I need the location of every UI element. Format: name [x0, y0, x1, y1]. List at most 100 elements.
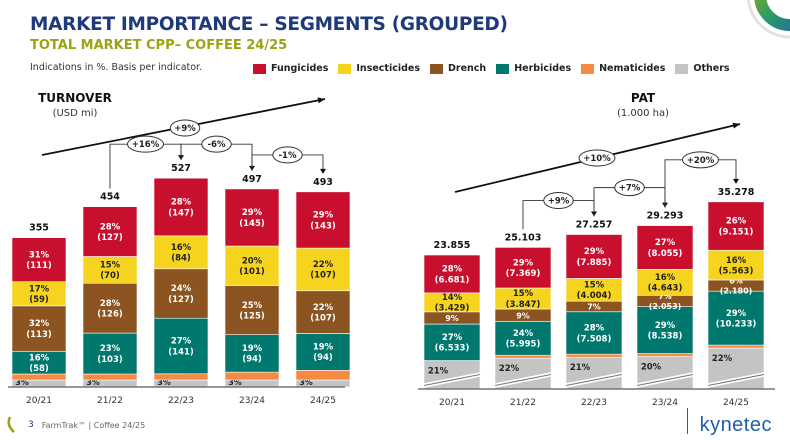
data-label: 3%	[15, 378, 29, 387]
data-label: 20% (101)	[239, 256, 265, 277]
legend-label: Nematicides	[599, 63, 666, 74]
legend-label: Insecticides	[356, 63, 421, 74]
cagr-arrowhead-icon	[732, 122, 740, 129]
data-label: 6% (2.180)	[720, 277, 753, 296]
bar-segment-fungicides	[494, 247, 552, 289]
data-label: 16% (84)	[171, 243, 192, 264]
data-label: 16% (5.563)	[719, 256, 754, 277]
bar-segment-insecticides	[153, 235, 209, 270]
page-subtitle: TOTAL MARKET CPP– COFFEE 24/25	[30, 38, 288, 53]
x-tick-label: 24/25	[310, 396, 336, 406]
data-label: 9%	[445, 314, 459, 323]
data-label: 29% (10.233)	[716, 309, 757, 330]
data-label: 26% (9.151)	[719, 217, 754, 238]
yoy-label-bubble	[201, 135, 232, 153]
bar-segment-herbicides	[82, 332, 138, 375]
page-arc-icon	[7, 416, 15, 433]
bar-segment-herbicides	[423, 323, 481, 361]
axis-break-mark	[636, 372, 694, 388]
data-label: 29% (7.369)	[506, 258, 541, 279]
data-label: 24% (5.995)	[506, 329, 541, 350]
bar-total-label: 493	[313, 177, 333, 188]
bar-segment-drench	[295, 290, 351, 334]
yoy-label-bubble	[272, 146, 303, 164]
legend-item-fungicides: Fungicides	[253, 63, 328, 74]
data-label: 15% (3.847)	[506, 289, 541, 310]
data-label: 14% (3.429)	[435, 293, 470, 314]
page-number: 3	[28, 420, 34, 430]
yoy-label-bubble	[682, 151, 719, 169]
bar-total-label: 497	[242, 174, 262, 185]
data-label: 31% (111)	[26, 250, 52, 271]
data-label: 29% (145)	[239, 208, 265, 229]
data-label: 16% (58)	[29, 353, 50, 374]
data-label: 3%	[86, 378, 100, 387]
axis-break-mark	[423, 372, 481, 388]
bar-total-label: 23.855	[434, 240, 471, 251]
x-tick-label: 21/22	[510, 398, 536, 408]
data-label: 29% (143)	[310, 211, 336, 232]
legend-item-others: Others	[675, 63, 730, 74]
bar-segment-fungicides	[224, 188, 280, 247]
legend-label: Herbicides	[514, 63, 572, 74]
bar-segment-herbicides	[565, 311, 623, 355]
label-bg	[298, 378, 314, 387]
bar-segment-insecticides	[636, 269, 694, 296]
brand-divider	[687, 408, 688, 434]
label-bg	[85, 378, 101, 387]
data-label: 15% (70)	[100, 261, 121, 282]
axis-break-mark	[565, 372, 623, 388]
data-label: 19% (94)	[242, 344, 263, 365]
cagr-arrowhead-icon	[317, 97, 325, 104]
bar-segment-insecticides	[11, 281, 67, 307]
data-label: 23% (103)	[97, 344, 123, 365]
bar-total-label: 27.257	[576, 220, 613, 231]
legend-label: Others	[693, 63, 730, 74]
axis-break-line	[494, 374, 552, 386]
yoy-label-bubble	[543, 192, 574, 210]
legend-label: Drench	[448, 63, 487, 74]
bar-segment-drench	[224, 285, 280, 335]
turnover-subtitle: (USD mi)	[53, 108, 98, 119]
legend-swatch	[675, 63, 689, 74]
data-label: 22% (107)	[310, 260, 336, 281]
data-label: 32% (113)	[26, 319, 52, 340]
data-label: 27% (8.055)	[648, 238, 683, 259]
yoy-arrowhead-icon	[320, 168, 326, 174]
axis-break-line	[423, 374, 481, 386]
data-label: 28% (147)	[168, 198, 194, 219]
bar-segment-insecticides	[82, 256, 138, 284]
legend-item-drench: Drench	[430, 63, 486, 74]
bar-segment-fungicides	[153, 177, 209, 237]
data-label: 7% (2.053)	[649, 292, 682, 311]
data-label: 28% (6.681)	[435, 265, 470, 286]
data-label: 3%	[299, 378, 313, 387]
bar-segment-herbicides	[494, 321, 552, 356]
legend-item-herbicides: Herbicides	[496, 63, 571, 74]
axis-break-line	[565, 374, 623, 386]
bar-segment-herbicides	[636, 306, 694, 354]
turnover-title: TURNOVER	[38, 91, 112, 105]
data-label: 28% (127)	[97, 222, 123, 243]
bar-segment-fungicides	[11, 237, 67, 282]
x-tick-label: 22/23	[168, 396, 194, 406]
bar-total-label: 29.293	[647, 211, 684, 222]
axis-break-line	[707, 374, 765, 386]
bar-segment-fungicides	[707, 201, 765, 251]
data-label: 9%	[516, 311, 530, 320]
data-label: 3%	[228, 378, 242, 387]
data-label: 28% (126)	[97, 299, 123, 320]
bar-total-label: 527	[171, 163, 191, 174]
bar-segment-fungicides	[636, 225, 694, 270]
x-tick-label: 20/21	[439, 398, 465, 408]
yoy-label: +9%	[548, 197, 570, 207]
cagr-label: +9%	[174, 124, 196, 134]
legend-swatch	[496, 63, 510, 74]
bar-segment-herbicides	[153, 317, 209, 375]
x-tick-label: 23/24	[652, 398, 678, 408]
chart-legend: Fungicides Insecticides Drench Herbicide…	[253, 63, 730, 74]
data-label: 27% (6.533)	[435, 333, 470, 354]
data-label: 25% (125)	[239, 301, 265, 322]
page-title: MARKET IMPORTANCE – SEGMENTS (GROUPED)	[30, 14, 508, 35]
legend-item-insecticides: Insecticides	[338, 63, 420, 74]
